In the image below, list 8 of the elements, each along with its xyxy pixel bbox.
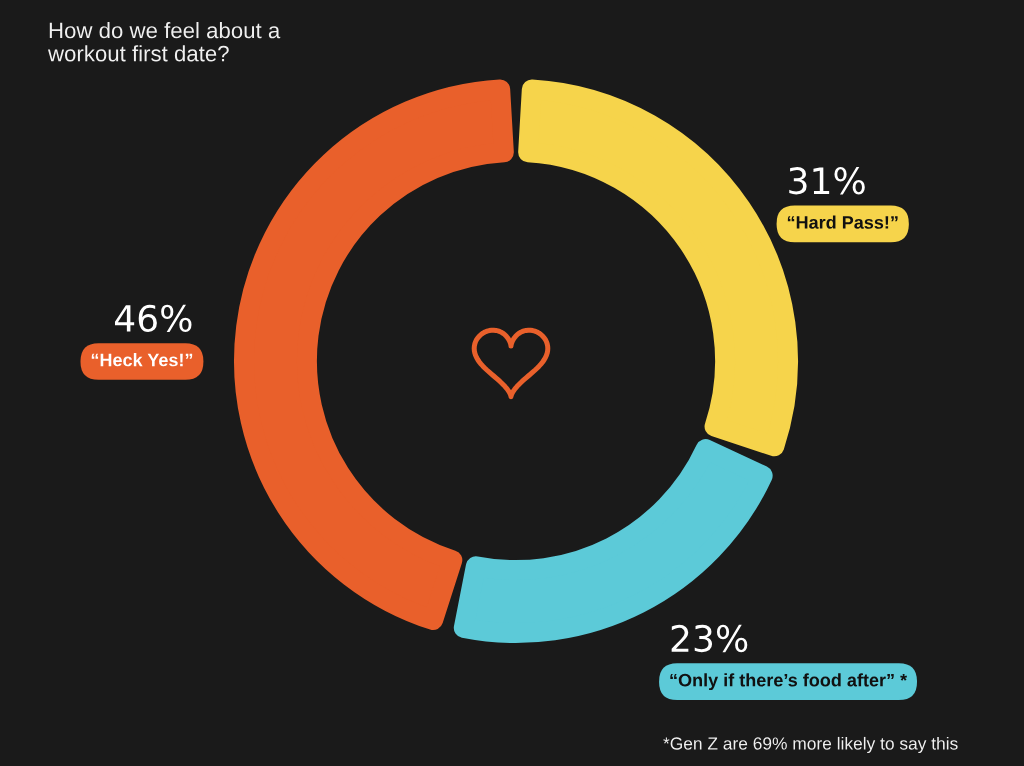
slice-label: “Hard Pass!”	[787, 215, 898, 229]
text: *Gen Z are 69% more likely to say this	[663, 736, 958, 754]
chart-title: How do we feel about a workout first date?	[47, 22, 281, 62]
data-label: 31%	[789, 167, 865, 195]
slice-label: “Only if there’s food after” *	[670, 673, 908, 691]
data-label: 46%	[114, 304, 192, 332]
data-label: 23%	[671, 624, 748, 653]
slice-label: “Heck Yes!”	[91, 353, 193, 367]
